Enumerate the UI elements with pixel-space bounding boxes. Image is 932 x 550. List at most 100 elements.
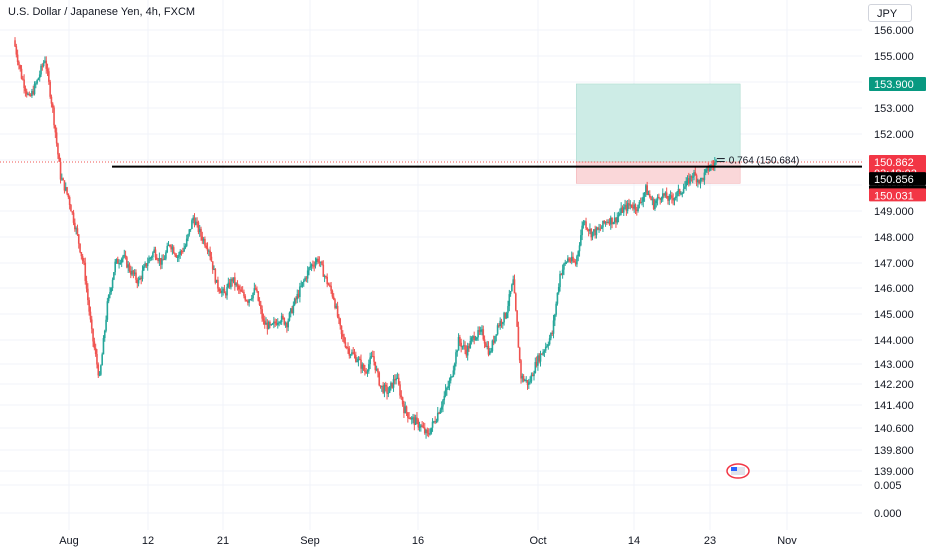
candle-body bbox=[234, 277, 236, 286]
candle-body bbox=[217, 279, 219, 289]
candle-body bbox=[668, 195, 671, 201]
candle-body bbox=[274, 321, 276, 324]
candle-body bbox=[219, 291, 222, 294]
candle-body bbox=[79, 243, 81, 253]
y-tick-label: 0.000 bbox=[874, 508, 902, 520]
candle-body bbox=[417, 419, 420, 428]
candle-body bbox=[663, 193, 665, 196]
candle-body bbox=[289, 308, 292, 313]
candle-body bbox=[434, 421, 436, 423]
candle-body bbox=[158, 257, 161, 262]
candle-body bbox=[600, 227, 603, 229]
candle-body bbox=[165, 252, 167, 259]
candle-body bbox=[533, 373, 535, 377]
candle-body bbox=[185, 238, 188, 246]
candle-body bbox=[715, 160, 717, 163]
candle-body bbox=[587, 229, 590, 232]
candle-body bbox=[528, 382, 530, 385]
candle-body bbox=[171, 247, 174, 250]
candle-body bbox=[252, 292, 254, 299]
candle-body bbox=[355, 355, 357, 362]
candle-body bbox=[326, 276, 328, 285]
candle-body bbox=[470, 338, 473, 341]
candle-body bbox=[192, 217, 195, 221]
candle-body bbox=[286, 322, 288, 328]
candle-body bbox=[114, 261, 116, 273]
candle-body bbox=[243, 292, 245, 297]
candle-body bbox=[271, 323, 274, 325]
candle-body bbox=[405, 406, 408, 413]
candle-body bbox=[84, 262, 87, 281]
candle-body bbox=[501, 322, 504, 324]
candle-body bbox=[386, 386, 388, 394]
candle-body bbox=[135, 272, 137, 280]
candle-body bbox=[278, 322, 280, 324]
candle-body bbox=[708, 168, 711, 171]
candle-body bbox=[41, 65, 44, 67]
candle-body bbox=[503, 312, 505, 323]
candle-body bbox=[479, 329, 482, 332]
candle-body bbox=[107, 295, 110, 302]
candle-body bbox=[92, 328, 94, 342]
candle-body bbox=[314, 262, 317, 267]
candle-body bbox=[637, 204, 639, 211]
x-tick-label: Sep bbox=[300, 535, 320, 547]
candle-body bbox=[375, 369, 378, 371]
candle-body bbox=[208, 250, 210, 252]
candle-body bbox=[673, 198, 676, 201]
candle-body bbox=[694, 172, 697, 176]
candle-body bbox=[16, 54, 19, 63]
candle-body bbox=[319, 261, 322, 263]
candle-body bbox=[302, 280, 305, 283]
candle-body bbox=[544, 346, 547, 351]
candle-body bbox=[28, 93, 31, 96]
candle-body bbox=[651, 199, 654, 201]
candle-body bbox=[648, 194, 651, 198]
currency-button[interactable]: JPY bbox=[868, 4, 912, 22]
candle-body bbox=[63, 180, 66, 191]
candle-body bbox=[574, 262, 577, 265]
candle-body bbox=[111, 279, 114, 289]
candle-body bbox=[664, 192, 667, 196]
candle-body bbox=[172, 247, 175, 254]
x-tick-label: 12 bbox=[142, 535, 154, 547]
candle-body bbox=[323, 276, 326, 278]
candle-body bbox=[273, 321, 275, 324]
candle-body bbox=[539, 353, 542, 362]
candle-body bbox=[275, 323, 278, 325]
candle-body bbox=[141, 270, 144, 280]
candle-body bbox=[440, 406, 443, 410]
candle-body bbox=[409, 418, 412, 420]
candle-body bbox=[535, 362, 538, 366]
candle-body bbox=[53, 107, 55, 126]
candle-body bbox=[641, 201, 643, 203]
candle-body bbox=[245, 300, 248, 302]
candle-body bbox=[110, 288, 113, 292]
candle-body bbox=[31, 90, 33, 96]
candle-body bbox=[370, 356, 373, 358]
candle-body bbox=[103, 330, 106, 339]
candle-body bbox=[100, 365, 102, 375]
candle-body bbox=[161, 259, 163, 265]
candle-body bbox=[546, 345, 548, 347]
candle-body bbox=[182, 251, 184, 253]
candle-body bbox=[254, 288, 257, 290]
candle-body bbox=[634, 204, 637, 210]
candle-body bbox=[178, 254, 180, 257]
candle-body bbox=[423, 427, 426, 434]
candle-body bbox=[342, 334, 344, 337]
candle-body bbox=[495, 334, 498, 336]
candle-body bbox=[362, 364, 365, 370]
candle-body bbox=[608, 221, 611, 225]
candle-body bbox=[59, 161, 62, 180]
candle-body bbox=[633, 204, 635, 209]
candle-body bbox=[524, 380, 526, 382]
candle-body bbox=[167, 245, 170, 247]
candle-body bbox=[677, 189, 680, 192]
candle-body bbox=[512, 279, 514, 285]
candle-body bbox=[686, 178, 689, 181]
candle-body bbox=[531, 374, 534, 377]
x-tick-label: Aug bbox=[59, 535, 79, 547]
